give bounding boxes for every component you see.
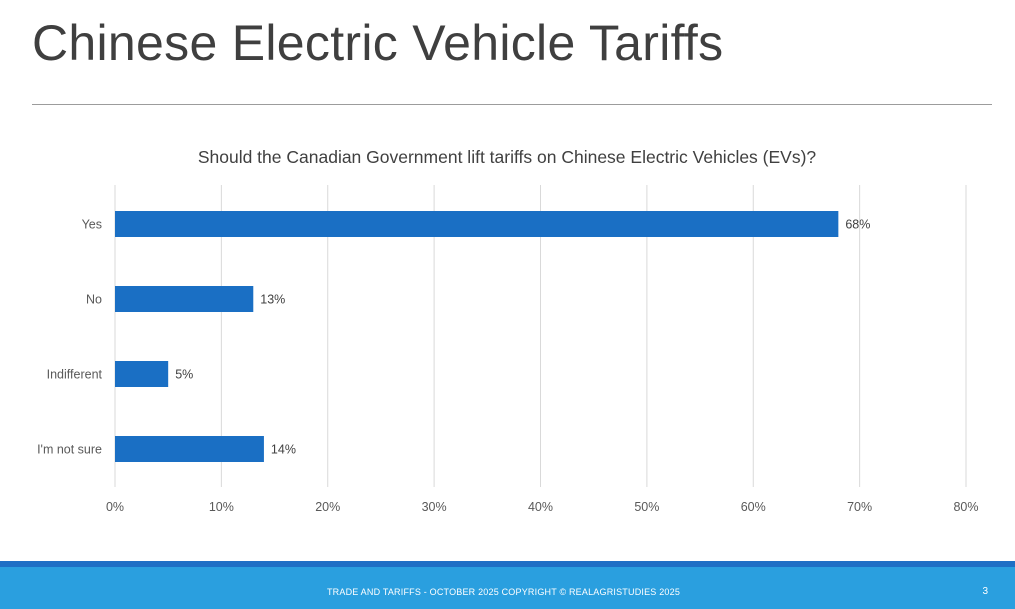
x-axis-tick-labels: 0% 10% 20% 30% 40% 50% 60% 70% 80% — [106, 500, 979, 514]
x-tick-label: 50% — [634, 500, 659, 514]
bar — [115, 211, 839, 237]
x-tick-label: 80% — [953, 500, 978, 514]
x-tick-label: 10% — [209, 500, 234, 514]
data-label: 5% — [175, 368, 193, 382]
footer-accent-bar — [0, 561, 1015, 567]
page-number: 3 — [982, 586, 988, 597]
x-tick-label: 0% — [106, 500, 124, 514]
chart-title: Should the Canadian Government lift tari… — [198, 147, 817, 167]
bar — [115, 286, 254, 312]
data-label: 68% — [845, 218, 870, 232]
slide-title: Chinese Electric Vehicle Tariffs — [32, 15, 724, 71]
bar — [115, 436, 264, 462]
footer-text: TRADE AND TARIFFS - OCTOBER 2025 COPYRIG… — [326, 587, 681, 597]
bars — [115, 211, 839, 462]
footer: TRADE AND TARIFFS - OCTOBER 2025 COPYRIG… — [0, 567, 1015, 609]
x-tick-label: 60% — [741, 500, 766, 514]
data-label: 14% — [271, 443, 296, 457]
x-tick-label: 40% — [528, 500, 553, 514]
data-labels: 68% 13% 5% 14% — [175, 218, 870, 457]
bar — [115, 361, 169, 387]
x-tick-label: 70% — [847, 500, 872, 514]
data-label: 13% — [260, 293, 285, 307]
category-label: Yes — [82, 218, 102, 232]
x-tick-label: 20% — [315, 500, 340, 514]
x-tick-label: 30% — [422, 500, 447, 514]
category-label: I'm not sure — [37, 443, 102, 457]
title-divider — [32, 104, 992, 105]
category-labels: Yes No Indifferent I'm not sure — [37, 218, 102, 457]
category-label: Indifferent — [47, 368, 103, 382]
bar-chart: Should the Canadian Government lift tari… — [37, 147, 979, 514]
category-label: No — [86, 293, 102, 307]
